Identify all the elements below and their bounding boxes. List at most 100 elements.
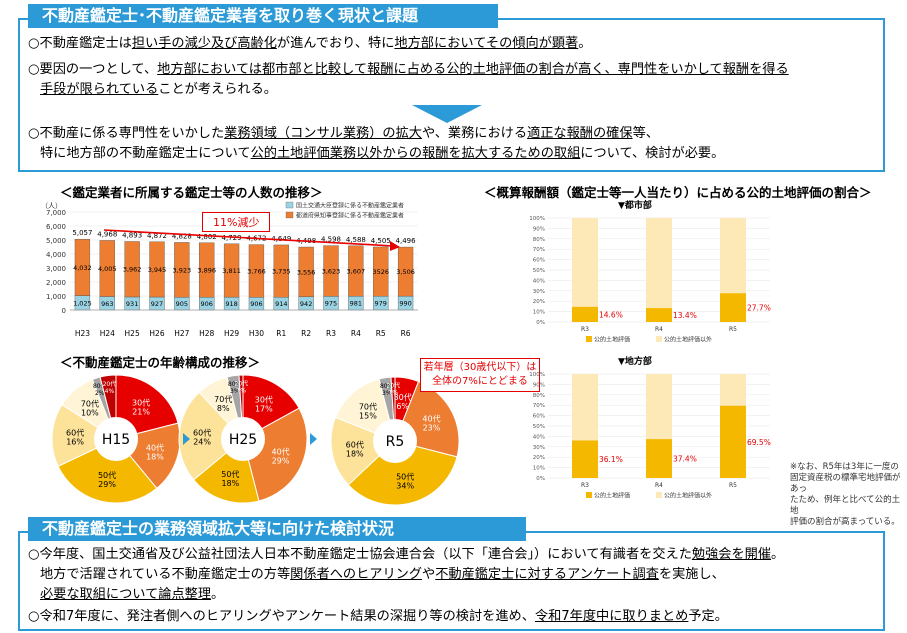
legend-label: 公的土地評価以外 xyxy=(664,492,712,500)
bar-national-value: 963 xyxy=(101,300,113,308)
y-tick-label: 90% xyxy=(533,382,545,388)
y-tick-label: 2,000 xyxy=(46,279,66,287)
pie-slice-pct: 15% xyxy=(359,411,377,420)
x-tick-label: H28 xyxy=(199,329,214,338)
y-tick-label: 1,000 xyxy=(46,293,66,301)
decrease-arrow-head-icon xyxy=(390,241,400,251)
pie-slice xyxy=(330,416,396,486)
pie-slice-pct: 23% xyxy=(423,423,441,432)
pie-slice-pct: 3% xyxy=(230,388,240,395)
pie-hole xyxy=(373,419,417,463)
bar-national-value: 914 xyxy=(275,300,287,308)
decrease-callout: 11%減少 xyxy=(202,212,271,232)
bar-prefectural-value: 3,896 xyxy=(197,267,216,275)
y-tick-label: 30% xyxy=(533,445,545,451)
bar-total-value: 4,496 xyxy=(396,237,417,245)
legend-swatch xyxy=(656,336,662,342)
bar-national-value: 975 xyxy=(325,300,337,308)
bar-national-value: 906 xyxy=(250,300,262,308)
pie-slice-label: 80代 xyxy=(93,382,107,390)
y-tick-label: 0% xyxy=(536,476,545,482)
y-tick-label: 60% xyxy=(533,258,545,264)
bar-prefectural xyxy=(373,246,389,297)
bar-prefectural xyxy=(223,243,240,298)
bar-national-value: 1,025 xyxy=(73,299,92,307)
bar-other-share xyxy=(572,374,598,441)
bar-total-value: 4,872 xyxy=(147,232,167,240)
pie-slice-pct: 8% xyxy=(217,404,230,413)
pie-slice-label: 60代 xyxy=(346,440,364,450)
pie-slice-label: 40代 xyxy=(271,446,289,456)
legend-swatch xyxy=(285,211,294,219)
pie-slice-pct: 4% xyxy=(105,388,115,395)
y-tick-label: 50% xyxy=(533,268,545,274)
status-line-2: ○令和7年度に、発注者側へのヒアリングやアンケート結果の深掘り等の検討を進め、令… xyxy=(28,609,728,624)
pie-slice xyxy=(347,440,458,506)
issue-line-1: ○不動産鑑定士は担い手の減少及び高齢化が進んでおり、特に地方部においてその傾向が… xyxy=(28,36,592,51)
bar-public-share-value: 14.6% xyxy=(599,310,623,319)
bar-total-value: 5,057 xyxy=(72,229,92,237)
pie-slice-label: 20代 xyxy=(235,380,249,388)
x-tick-label: R2 xyxy=(301,329,311,338)
pie-slice-pct: 1% xyxy=(389,390,399,397)
y-tick-label: 90% xyxy=(533,226,545,232)
bar-national-value: 990 xyxy=(399,300,411,308)
bar-public-share-value: 13.4% xyxy=(673,311,697,320)
legend-swatch xyxy=(586,336,592,342)
x-tick-label: H23 xyxy=(75,329,90,338)
pie-slice-label: 70代 xyxy=(81,398,99,408)
bar-national-value: 981 xyxy=(350,300,362,308)
pie-center-label: H25 xyxy=(229,432,257,448)
bar-prefectural xyxy=(273,244,289,298)
pie-slice-pct: 24% xyxy=(193,437,211,446)
issue-line-3: ○不動産に係る専門性をいかした業務領域（コンサル業務）の拡大や、業務における適正… xyxy=(28,126,659,141)
x-tick-label: R6 xyxy=(401,329,411,338)
bar-prefectural xyxy=(298,246,314,298)
y-tick-label: 7,000 xyxy=(46,209,66,217)
bar-total-value: 4,828 xyxy=(172,232,192,240)
bar-prefectural xyxy=(174,242,190,298)
pie-slice-pct: 29% xyxy=(272,456,290,465)
legend-swatch xyxy=(656,492,662,498)
study-status-box: ○今年度、国土交通省及び公益社団法人日本不動産鑑定士協会連合会（以下「連合会」）… xyxy=(18,531,885,631)
bar-other-share xyxy=(646,374,672,440)
status-line-1b: 地方で活躍されている不動産鑑定士の方等関係者へのヒアリングや不動産鑑定士に対する… xyxy=(40,567,725,582)
pie-slice-pct: 18% xyxy=(221,479,239,488)
bar-public-share xyxy=(720,405,746,478)
y-tick-label: 3,000 xyxy=(46,265,66,273)
x-tick-label: H24 xyxy=(100,329,115,338)
current-issues-box: ○不動産鑑定士は担い手の減少及び高齢化が進んでおり、特に地方部においてその傾向が… xyxy=(18,18,885,172)
y-tick-label: 5,000 xyxy=(46,237,66,245)
section-header-study-status: 不動産鑑定士の業務領域拡大等に向けた検討状況 xyxy=(28,517,526,541)
bar-prefectural xyxy=(248,244,265,298)
pie-slice xyxy=(178,391,244,481)
bar-prefectural-value: 3,945 xyxy=(148,266,167,274)
y-tick-label: 4,000 xyxy=(46,251,66,259)
legend-label: 公的土地評価以外 xyxy=(664,336,712,344)
x-tick-label: R3 xyxy=(326,329,336,338)
pie-hole xyxy=(94,417,138,461)
bar-national-value: 979 xyxy=(375,300,387,308)
bar-other-share xyxy=(720,218,746,294)
x-tick-label: R5 xyxy=(729,482,737,489)
share-chart-title: ▼地方部 xyxy=(618,355,652,367)
pie-slice-pct: 34% xyxy=(396,482,414,491)
pie-slice-label: 60代 xyxy=(66,427,84,437)
bar-prefectural-value: 3,923 xyxy=(173,266,192,274)
x-tick-label: R4 xyxy=(655,326,663,333)
bar-prefectural-value: 3,766 xyxy=(247,267,266,275)
legend-label: 都道府県知事登録に係る不動産鑑定業者 xyxy=(296,212,404,220)
y-tick-label: 10% xyxy=(533,310,545,316)
bar-prefectural xyxy=(124,241,140,298)
pie-slice-label: 80代 xyxy=(228,380,242,388)
bar-national-value: 918 xyxy=(225,300,237,308)
y-tick-label: 80% xyxy=(533,237,545,243)
bar-national-value: 905 xyxy=(176,300,188,308)
y-tick-label: 60% xyxy=(533,414,545,420)
pie-slice-label: 30代 xyxy=(394,392,412,402)
bar-prefectural-value: 3,623 xyxy=(322,267,341,275)
bar-prefectural xyxy=(397,246,414,297)
pie-slice-pct: 17% xyxy=(255,405,273,414)
chart1-title: ＜鑑定業者に所属する鑑定士等の人数の推移＞ xyxy=(60,185,323,200)
x-tick-label: R5 xyxy=(729,326,737,333)
